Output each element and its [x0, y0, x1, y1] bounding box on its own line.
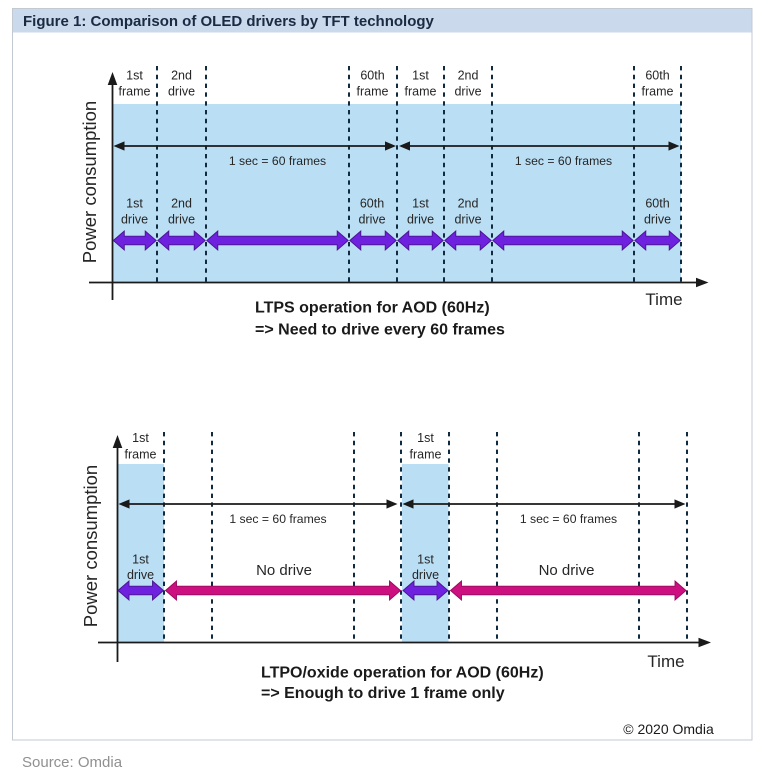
- svg-text:2nd: 2nd: [171, 69, 192, 83]
- svg-text:Figure 1: Comparison of OLED d: Figure 1: Comparison of OLED drivers by …: [23, 13, 435, 30]
- svg-text:60th: 60th: [645, 197, 669, 211]
- svg-text:1st: 1st: [132, 553, 149, 567]
- svg-text:drive: drive: [412, 568, 439, 582]
- svg-text:Time: Time: [645, 290, 682, 309]
- svg-text:Time: Time: [647, 652, 684, 671]
- svg-text:60th: 60th: [360, 197, 384, 211]
- svg-text:1 sec = 60 frames: 1 sec = 60 frames: [229, 512, 326, 526]
- svg-text:Power consumption: Power consumption: [79, 101, 100, 263]
- svg-text:frame: frame: [125, 448, 157, 462]
- svg-text:=> Need to drive every 60 fram: => Need to drive every 60 frames: [255, 322, 505, 339]
- svg-text:1st: 1st: [132, 431, 149, 445]
- svg-text:1st: 1st: [417, 431, 434, 445]
- svg-text:1 sec = 60 frames: 1 sec = 60 frames: [520, 512, 617, 526]
- svg-text:frame: frame: [119, 85, 151, 99]
- svg-text:frame: frame: [357, 85, 389, 99]
- svg-text:1st: 1st: [126, 197, 143, 211]
- svg-text:drive: drive: [407, 213, 434, 227]
- svg-text:No drive: No drive: [539, 562, 595, 579]
- svg-text:© 2020 Omdia: © 2020 Omdia: [623, 721, 714, 737]
- svg-text:frame: frame: [642, 85, 674, 99]
- svg-text:No drive: No drive: [256, 562, 312, 579]
- svg-text:drive: drive: [644, 213, 671, 227]
- svg-text:drive: drive: [121, 213, 148, 227]
- svg-text:2nd: 2nd: [171, 197, 192, 211]
- svg-text:1 sec = 60 frames: 1 sec = 60 frames: [229, 154, 326, 168]
- svg-text:1st: 1st: [417, 553, 434, 567]
- svg-text:60th: 60th: [645, 69, 669, 83]
- svg-text:drive: drive: [454, 85, 481, 99]
- svg-text:drive: drive: [168, 85, 195, 99]
- svg-text:1st: 1st: [412, 197, 429, 211]
- svg-text:1st: 1st: [126, 69, 143, 83]
- svg-text:drive: drive: [454, 213, 481, 227]
- svg-text:frame: frame: [405, 85, 437, 99]
- svg-text:=> Enough to drive 1 frame onl: => Enough to drive 1 frame only: [261, 685, 505, 702]
- svg-text:drive: drive: [358, 213, 385, 227]
- svg-text:2nd: 2nd: [458, 197, 479, 211]
- svg-text:1 sec = 60 frames: 1 sec = 60 frames: [515, 154, 612, 168]
- svg-text:1st: 1st: [412, 69, 429, 83]
- svg-text:60th: 60th: [360, 69, 384, 83]
- svg-text:Source: Omdia: Source: Omdia: [22, 754, 123, 771]
- svg-text:frame: frame: [410, 448, 442, 462]
- svg-text:Power consumption: Power consumption: [80, 465, 101, 627]
- svg-text:drive: drive: [127, 568, 154, 582]
- svg-text:drive: drive: [168, 213, 195, 227]
- svg-text:LTPS operation for AOD (60Hz): LTPS operation for AOD (60Hz): [255, 300, 490, 317]
- svg-text:LTPO/oxide operation for AOD (: LTPO/oxide operation for AOD (60Hz): [261, 665, 544, 682]
- svg-text:2nd: 2nd: [458, 69, 479, 83]
